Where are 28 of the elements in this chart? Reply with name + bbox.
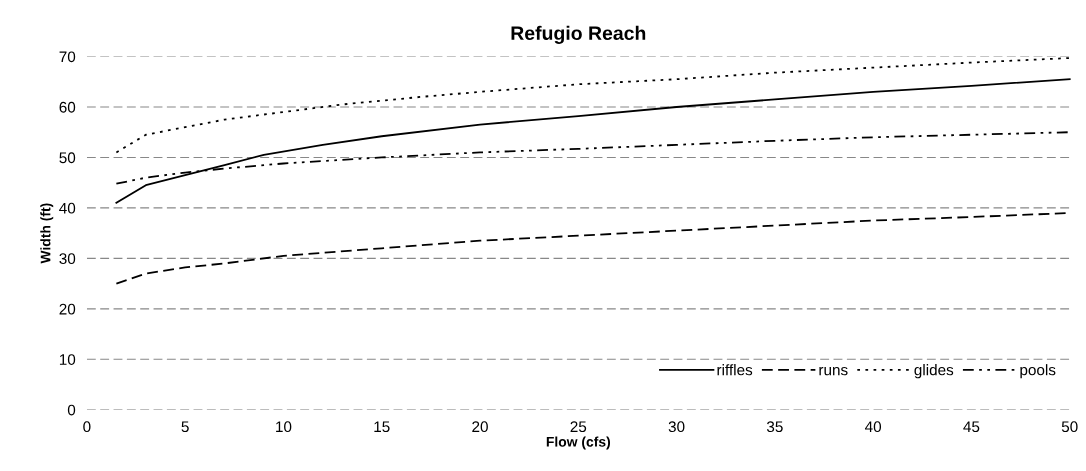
line-series xyxy=(115,57,1071,154)
chart-title: Refugio Reach xyxy=(511,25,646,44)
y-tick-label: 40 xyxy=(59,202,76,214)
x-tick-label: 5 xyxy=(181,421,189,433)
line-series xyxy=(115,78,1071,204)
x-tick-label: 15 xyxy=(374,421,390,433)
y-tick-label: 50 xyxy=(59,152,76,164)
x-tick-label: 40 xyxy=(865,421,882,433)
legend-label: runs xyxy=(819,366,848,376)
x-axis-title: Flow (cfs) xyxy=(546,436,611,450)
x-tick-label: 45 xyxy=(963,421,980,433)
y-tick-label: 60 xyxy=(59,101,76,113)
y-tick-label: 10 xyxy=(59,354,76,365)
x-tick-label: 35 xyxy=(766,421,783,433)
legend-label: glides xyxy=(914,364,954,379)
x-tick-label: 0 xyxy=(83,421,91,433)
x-tick-label: 10 xyxy=(276,421,292,433)
y-tick-label: 70 xyxy=(59,51,76,63)
legend-label: riffles xyxy=(717,364,753,376)
y-tick-label: 30 xyxy=(59,253,76,265)
x-tick-label: 20 xyxy=(472,421,488,433)
x-tick-label: 30 xyxy=(668,421,685,433)
y-tick-label: 0 xyxy=(67,404,76,416)
legend-label: pools xyxy=(1020,364,1056,379)
x-tick-label: 25 xyxy=(570,421,587,433)
y-tick-label: 20 xyxy=(59,303,76,315)
x-tick-label: 50 xyxy=(1061,421,1078,433)
y-axis-title: Width (ft) xyxy=(40,203,54,264)
